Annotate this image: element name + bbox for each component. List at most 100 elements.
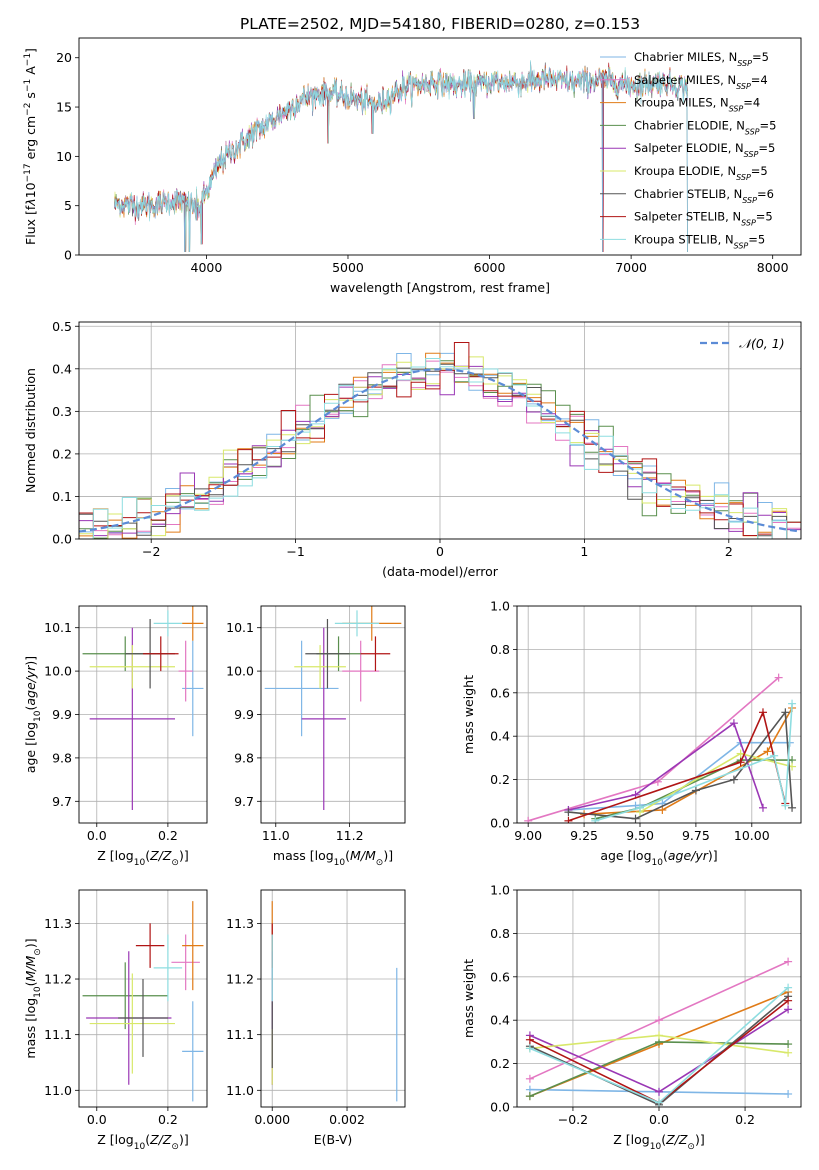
series-marker	[784, 996, 793, 1005]
errorbar-point	[153, 610, 183, 637]
series-marker	[763, 747, 772, 756]
series-marker	[784, 957, 793, 966]
axis-label: (data-model)/error	[382, 564, 499, 579]
x-tick-label: 0.0	[649, 1112, 669, 1127]
series-marker	[525, 1092, 534, 1101]
x-tick-label: 11.2	[336, 828, 364, 843]
y-tick-label: 0.6	[490, 969, 510, 984]
series-marker	[770, 751, 779, 760]
series-marker	[655, 1016, 663, 1025]
y-tick-label: 9.7	[52, 794, 72, 809]
y-tick-label: 0.1	[52, 489, 72, 504]
y-tick-label: 20	[56, 50, 72, 65]
panel-weight-vs-Z: −0.2 0.0 0.2 0.0 0.2 0.4 0.6 0.8 1.0 Z [log10(Z/Z…	[461, 883, 802, 1152]
x-tick-label: 9.75	[682, 828, 710, 843]
errorbar-point	[182, 606, 204, 641]
axes-frame	[260, 889, 406, 1108]
legend-label: Chabrier ELODIE, NSSP=5	[634, 118, 776, 136]
errorbar-point	[182, 1001, 204, 1102]
axis-label: mass [log10(M/M⊙)]	[273, 848, 393, 868]
errorbar-point	[178, 640, 193, 702]
series-line	[595, 703, 793, 822]
x-tick-label: 9.00	[514, 828, 542, 843]
series-marker	[635, 803, 644, 812]
series-marker	[564, 816, 573, 823]
x-tick-label: 10.00	[734, 828, 770, 843]
errorbar-point	[89, 645, 175, 689]
legend-label: Salpeter ELODIE, NSSP=5	[634, 141, 775, 159]
panel-mass-vs-Z: 0.0 0.2 11.0 11.1 11.2 11.3 Z [log10(Z/Z⊙)] mas…	[23, 889, 208, 1152]
x-tick-label: 0	[436, 544, 444, 559]
x-tick-label: 1	[580, 544, 588, 559]
axes-frame	[78, 889, 208, 1108]
series-8	[525, 983, 793, 1107]
series-marker	[591, 816, 600, 823]
series-marker	[729, 775, 738, 784]
series-line	[568, 709, 787, 822]
series-marker	[774, 673, 783, 682]
panel-weight-vs-age: 9.00 9.25 9.50 9.75 10.00 0.0 0.2 0.4 0.6 0.8 1.0 a…	[461, 599, 802, 868]
axis-label: Normed distribution	[23, 368, 38, 493]
legend-label: Kroupa STELIB, NSSP=5	[634, 232, 765, 250]
axis-label: Z [log10(Z/Z⊙)]	[97, 848, 188, 868]
series-marker	[758, 708, 767, 717]
x-tick-label: 6000	[474, 260, 506, 275]
plot-area	[79, 322, 801, 539]
series-marker	[525, 1074, 534, 1083]
y-tick-label: 0.4	[490, 1013, 510, 1028]
legend-label: Chabrier STELIB, NSSP=6	[634, 187, 774, 205]
y-tick-label: 11.0	[226, 1083, 254, 1098]
series-marker	[655, 1031, 663, 1040]
series-marker	[691, 786, 700, 795]
errorbar-point	[264, 640, 339, 737]
axes-frame	[516, 605, 802, 824]
series-line	[568, 710, 793, 820]
y-tick-label: 0.5	[52, 319, 72, 334]
series-marker	[758, 803, 767, 812]
y-tick-label: 15	[56, 100, 72, 115]
errorbar-point	[360, 636, 391, 672]
y-tick-label: 0.6	[490, 685, 510, 700]
axis-label: mass weight	[461, 959, 476, 1038]
y-tick-label: 10.1	[226, 620, 254, 635]
y-tick-label: 0.4	[490, 729, 510, 744]
plot-area	[517, 890, 801, 1107]
series-marker	[784, 1005, 793, 1014]
axis-label: mass [log10(M/M⊙)]	[23, 938, 43, 1058]
plot-area	[79, 890, 207, 1107]
y-tick-label: 11.1	[226, 1027, 254, 1042]
x-tick-label: 4000	[191, 260, 223, 275]
legend-label: Kroupa ELODIE, NSSP=5	[634, 164, 768, 182]
errorbar-point	[301, 627, 346, 810]
plot-area	[114, 60, 688, 253]
errorbar-point	[89, 973, 175, 1074]
legend-label: Chabrier MILES, NSSP=5	[634, 50, 769, 68]
series-2	[580, 703, 797, 819]
y-tick-label: 9.8	[52, 750, 72, 765]
x-tick-label: 0.2	[735, 1112, 755, 1127]
errorbar-point	[153, 934, 183, 1002]
series-marker	[525, 1044, 534, 1053]
y-tick-label: 9.7	[234, 794, 254, 809]
x-tick-label: 9.25	[570, 828, 598, 843]
errorbar-point	[135, 923, 165, 968]
y-tick-label: 0.0	[490, 1100, 510, 1115]
y-tick-label: 0	[64, 248, 72, 263]
x-tick-label: 9.50	[626, 828, 654, 843]
y-tick-label: 0.2	[52, 446, 72, 461]
x-tick-label: 0.2	[158, 1112, 178, 1127]
plot-area	[79, 606, 207, 823]
panel-age-vs-Z: 0.0 0.2 9.7 9.8 9.9 10.0 10.1 Z [log10(Z/Z⊙)] ag…	[23, 605, 208, 868]
x-tick-label: 0.002	[329, 1112, 365, 1127]
errorbar-point	[143, 636, 179, 672]
histogram-8	[79, 358, 801, 539]
series-marker	[784, 983, 793, 992]
legend-label: Salpeter STELIB, NSSP=5	[634, 210, 773, 228]
series-marker	[658, 805, 667, 814]
plot-area	[261, 890, 405, 1107]
y-tick-label: 11.3	[44, 916, 72, 931]
y-tick-label: 0.3	[52, 404, 72, 419]
x-tick-label: 0.0	[87, 828, 107, 843]
axes-frame	[78, 605, 208, 824]
